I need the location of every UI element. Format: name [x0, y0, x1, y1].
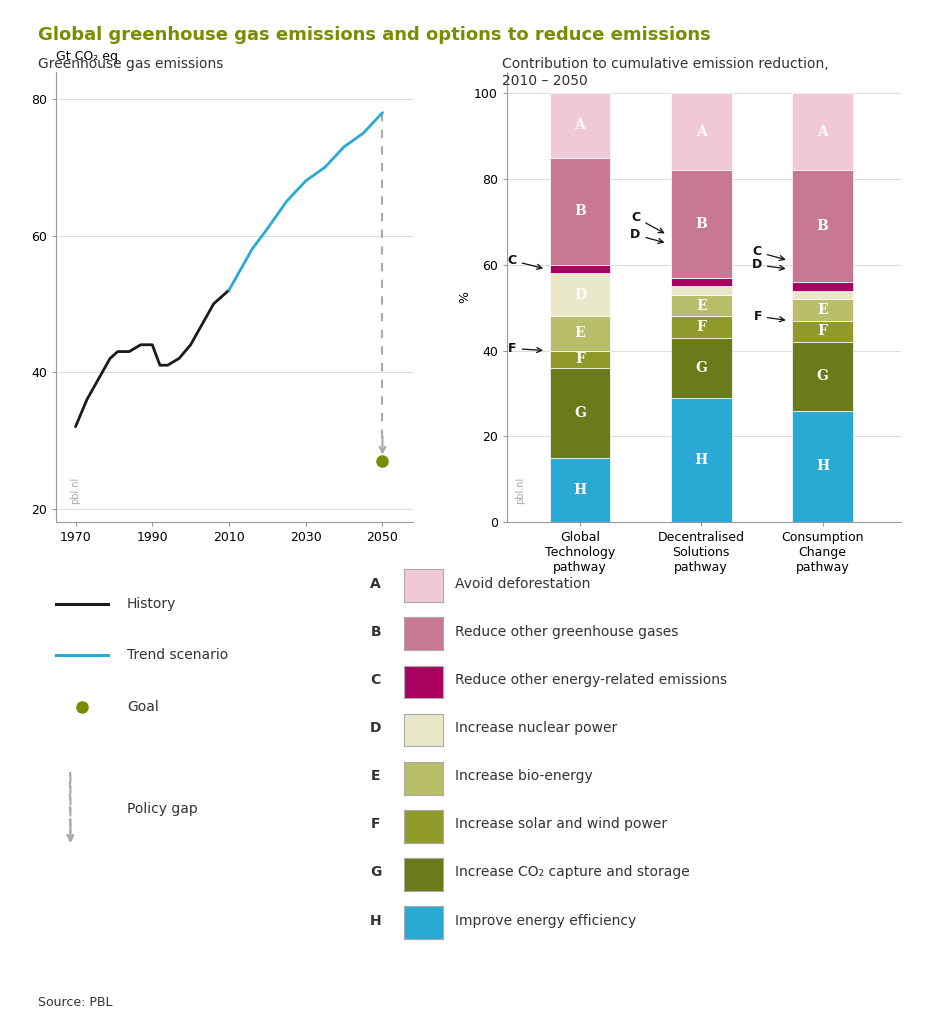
Bar: [549, 458, 610, 522]
Bar: [793, 291, 853, 299]
Text: H: H: [816, 460, 829, 473]
Text: Increase solar and wind power: Increase solar and wind power: [455, 817, 668, 831]
Text: D: D: [630, 228, 663, 244]
Text: Contribution to cumulative emission reduction,
2010 – 2050: Contribution to cumulative emission redu…: [502, 57, 829, 87]
Bar: [670, 287, 731, 295]
Text: F: F: [697, 319, 706, 334]
Text: E: E: [575, 327, 585, 340]
Text: E: E: [371, 769, 380, 783]
Bar: [549, 368, 610, 458]
Text: Goal: Goal: [127, 699, 159, 714]
Text: B: B: [817, 219, 828, 233]
Bar: [793, 282, 853, 291]
Text: H: H: [695, 453, 708, 467]
Text: A: A: [575, 119, 585, 132]
Text: Greenhouse gas emissions: Greenhouse gas emissions: [38, 57, 223, 72]
Bar: [670, 295, 731, 316]
Text: A: A: [817, 125, 828, 139]
Bar: [793, 93, 853, 170]
Text: Policy gap: Policy gap: [127, 802, 197, 816]
Text: A: A: [370, 577, 381, 591]
Text: Trend scenario: Trend scenario: [127, 648, 228, 663]
Text: H: H: [574, 483, 587, 497]
Text: Global greenhouse gas emissions and options to reduce emissions: Global greenhouse gas emissions and opti…: [38, 26, 710, 44]
Bar: [670, 93, 731, 170]
Text: Avoid deforestation: Avoid deforestation: [455, 577, 591, 591]
Text: H: H: [370, 913, 381, 928]
Text: B: B: [370, 625, 381, 639]
Bar: [670, 397, 731, 522]
Text: pbl.nl: pbl.nl: [70, 477, 81, 504]
Text: Improve energy efficiency: Improve energy efficiency: [455, 913, 637, 928]
Bar: [793, 299, 853, 321]
Text: D: D: [574, 288, 586, 302]
Bar: [670, 278, 731, 287]
Text: D: D: [370, 721, 381, 735]
Text: G: G: [574, 406, 586, 420]
Text: Gt CO₂ eq: Gt CO₂ eq: [56, 50, 118, 62]
Text: C: C: [753, 246, 785, 260]
Text: G: G: [695, 360, 707, 375]
Bar: [549, 158, 610, 265]
Text: F: F: [508, 342, 542, 355]
Bar: [549, 265, 610, 273]
Text: G: G: [370, 865, 381, 880]
Text: Reduce other energy-related emissions: Reduce other energy-related emissions: [455, 673, 728, 687]
Text: E: E: [817, 303, 828, 316]
Bar: [670, 316, 731, 338]
Bar: [549, 273, 610, 316]
Text: G: G: [817, 370, 828, 383]
Bar: [549, 93, 610, 158]
Text: F: F: [371, 817, 380, 831]
Text: Increase CO₂ capture and storage: Increase CO₂ capture and storage: [455, 865, 690, 880]
Text: Increase bio-energy: Increase bio-energy: [455, 769, 593, 783]
Text: C: C: [631, 211, 664, 232]
Text: B: B: [696, 217, 707, 231]
Text: Reduce other greenhouse gases: Reduce other greenhouse gases: [455, 625, 679, 639]
Text: F: F: [575, 352, 585, 367]
Text: History: History: [127, 597, 177, 611]
Bar: [670, 338, 731, 397]
Text: Source: PBL: Source: PBL: [38, 995, 112, 1009]
Bar: [793, 321, 853, 342]
Bar: [793, 411, 853, 522]
Text: Increase nuclear power: Increase nuclear power: [455, 721, 618, 735]
Text: pbl.nl: pbl.nl: [515, 477, 525, 504]
Text: F: F: [753, 310, 784, 323]
Bar: [549, 350, 610, 368]
Bar: [793, 170, 853, 282]
Bar: [793, 342, 853, 411]
Text: F: F: [818, 325, 827, 338]
Text: D: D: [751, 258, 784, 271]
Bar: [670, 170, 731, 278]
Text: C: C: [371, 673, 380, 687]
Y-axis label: %: %: [458, 291, 471, 303]
Text: E: E: [696, 299, 706, 312]
Text: C: C: [508, 254, 542, 269]
Text: B: B: [574, 204, 586, 218]
Text: A: A: [696, 125, 706, 139]
Bar: [549, 316, 610, 350]
